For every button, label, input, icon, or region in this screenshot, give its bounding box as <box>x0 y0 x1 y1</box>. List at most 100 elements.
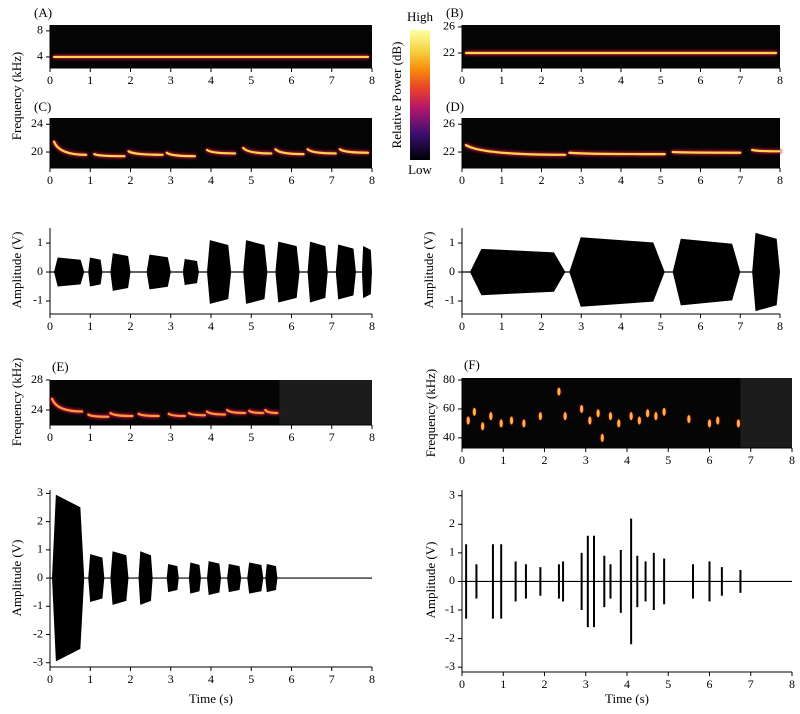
waveform-burst <box>227 563 242 593</box>
x-tick-label: 8 <box>369 73 375 87</box>
spectral-blob <box>509 416 514 425</box>
colorbar <box>410 30 430 160</box>
panel-label: (A) <box>34 5 52 20</box>
waveform-burst <box>247 562 264 594</box>
spectral-blob <box>466 416 470 425</box>
y-tick-label: 4 <box>37 49 43 63</box>
y-tick-label: 24 <box>31 116 43 130</box>
waveform-burst <box>672 238 741 306</box>
x-tick-label: 5 <box>658 173 664 187</box>
waveform-burst <box>188 562 201 594</box>
x-tick-label: 0 <box>47 430 53 444</box>
spectral-blob <box>716 416 720 425</box>
x-tick-label: 0 <box>47 73 53 87</box>
x-tick-label: 3 <box>583 677 589 691</box>
spectral-blob <box>600 433 604 442</box>
y-tick-label: -2 <box>445 630 455 644</box>
spectral-blob <box>596 409 600 418</box>
x-tick-label: 5 <box>665 453 671 467</box>
spectral-trace <box>167 412 186 418</box>
y-tick-label: 26 <box>443 19 455 33</box>
colorbar-high: High <box>407 9 434 24</box>
spectral-trace <box>93 153 126 158</box>
waveform-burst <box>110 551 129 605</box>
colorbar-title: Relative Power (dB) <box>389 42 404 149</box>
panel-label: (B) <box>446 5 463 20</box>
waveform-burst <box>88 554 105 603</box>
y-tick-label: 24 <box>31 402 43 416</box>
spectral-trace <box>127 150 164 156</box>
spectral-blob <box>608 412 613 421</box>
y-axis-label: Amplitude (V) <box>423 542 438 619</box>
x-tick-label: 6 <box>289 672 295 686</box>
spectral-blob <box>617 419 621 428</box>
x-tick-label: 2 <box>128 430 134 444</box>
spectral-trace <box>50 397 84 413</box>
x-tick-label: 2 <box>128 672 134 686</box>
x-axis-label: Time (s) <box>605 691 649 706</box>
x-tick-label: 8 <box>369 319 375 333</box>
x-tick-label: 7 <box>737 73 743 87</box>
x-tick-label: 7 <box>748 453 754 467</box>
panel-label: (F) <box>464 357 480 372</box>
x-tick-label: 7 <box>329 73 335 87</box>
spectral-blob <box>563 412 567 421</box>
recording-region <box>50 380 280 425</box>
x-tick-label: 3 <box>168 319 174 333</box>
x-tick-label: 5 <box>658 319 664 333</box>
x-tick-label: 7 <box>329 319 335 333</box>
waveform-burst <box>361 245 372 299</box>
recording-region <box>50 25 372 68</box>
spectral-trace <box>248 409 265 415</box>
spectral-blob <box>580 404 584 413</box>
waveform-burst <box>307 241 328 303</box>
x-tick-label: 0 <box>459 73 465 87</box>
spectral-trace <box>751 148 782 153</box>
x-tick-label: 4 <box>208 73 214 87</box>
x-tick-label: 8 <box>369 672 375 686</box>
waveform-burst <box>52 494 85 662</box>
spectral-trace <box>568 151 666 156</box>
x-tick-label: 5 <box>248 319 254 333</box>
spectral-trace <box>274 148 305 156</box>
colorbar-low: Low <box>408 162 432 177</box>
y-tick-label: 26 <box>443 116 455 130</box>
x-tick-label: 6 <box>707 677 713 691</box>
waveform-burst <box>166 563 179 593</box>
x-tick-label: 2 <box>128 73 134 87</box>
x-tick-label: 5 <box>658 73 664 87</box>
spectral-blob <box>687 415 691 424</box>
x-tick-label: 5 <box>248 430 254 444</box>
spectral-blob <box>629 412 633 421</box>
x-tick-label: 6 <box>289 319 295 333</box>
x-tick-label: 8 <box>789 677 795 691</box>
waveform-burst <box>182 258 199 286</box>
y-tick-label: -1 <box>33 598 43 612</box>
spectral-trace <box>671 150 742 154</box>
x-tick-label: 8 <box>777 319 783 333</box>
x-tick-label: 0 <box>47 319 53 333</box>
x-tick-label: 1 <box>87 319 93 333</box>
spectral-blob <box>472 407 476 416</box>
waveform-burst <box>54 257 85 287</box>
waveform-burst <box>752 232 780 312</box>
y-tick-label: 80 <box>443 372 455 386</box>
spectral-blob <box>489 412 493 421</box>
y-tick-label: -1 <box>445 293 455 307</box>
waveform-burst <box>206 240 232 304</box>
x-tick-label: 0 <box>459 319 465 333</box>
x-tick-label: 3 <box>583 453 589 467</box>
y-axis-label: Frequency (kHz) <box>9 358 24 446</box>
x-tick-label: 0 <box>47 173 53 187</box>
x-tick-label: 8 <box>777 73 783 87</box>
x-tick-label: 5 <box>665 677 671 691</box>
x-tick-label: 2 <box>539 173 545 187</box>
y-tick-label: 0 <box>37 570 43 584</box>
x-tick-label: 8 <box>369 430 375 444</box>
spectral-blob <box>637 416 641 425</box>
x-tick-label: 5 <box>248 672 254 686</box>
waveform-burst <box>275 241 300 303</box>
x-tick-label: 4 <box>208 173 214 187</box>
x-tick-label: 6 <box>698 73 704 87</box>
